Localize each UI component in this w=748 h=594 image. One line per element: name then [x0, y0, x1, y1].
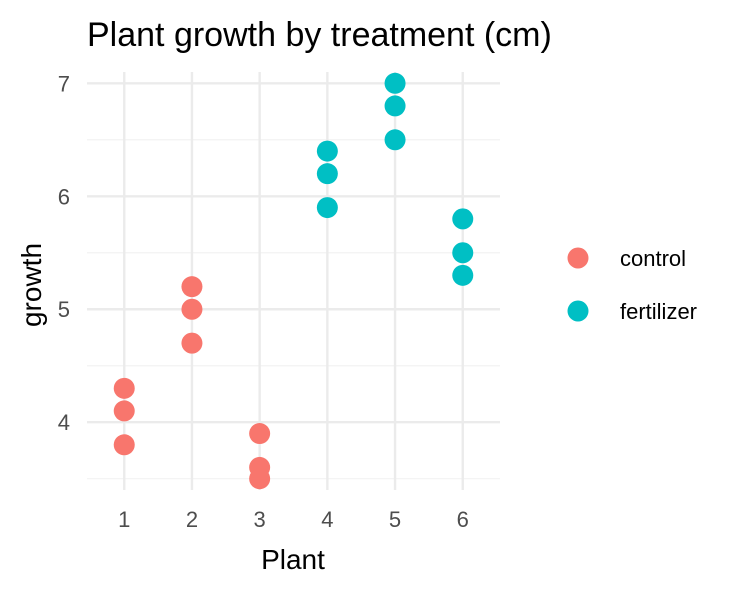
data-point-fertilizer	[316, 140, 338, 162]
data-point-control	[249, 468, 271, 490]
legend-label-fertilizer: fertilizer	[620, 299, 697, 324]
x-tick-label: 2	[186, 507, 198, 532]
x-axis-title: Plant	[261, 544, 325, 575]
data-point-control	[113, 377, 135, 399]
x-tick-label: 4	[321, 507, 333, 532]
y-axis-title: growth	[16, 243, 47, 327]
legend-key-fertilizer	[567, 300, 589, 322]
legend-label-control: control	[620, 246, 686, 271]
data-point-fertilizer	[384, 129, 406, 151]
data-point-fertilizer	[452, 264, 474, 286]
data-point-control	[181, 298, 203, 320]
data-point-fertilizer	[384, 95, 406, 117]
chart-title: Plant growth by treatment (cm)	[87, 16, 552, 54]
x-tick-label: 5	[389, 507, 401, 532]
x-tick-label: 1	[118, 507, 130, 532]
data-point-control	[113, 434, 135, 456]
data-point-control	[113, 400, 135, 422]
data-point-control	[249, 423, 271, 445]
data-point-fertilizer	[316, 163, 338, 185]
data-point-control	[181, 276, 203, 298]
data-point-fertilizer	[384, 72, 406, 94]
x-axis-ticks: 1 2 3 4 5 6	[118, 507, 469, 532]
y-axis-ticks: 4 5 6 7	[58, 71, 70, 435]
y-tick-label: 7	[58, 71, 70, 96]
data-point-fertilizer	[452, 242, 474, 264]
legend: control fertilizer	[567, 246, 697, 324]
legend-key-control	[567, 247, 589, 269]
x-tick-label: 6	[457, 507, 469, 532]
grid	[87, 72, 500, 490]
data-point-control	[181, 332, 203, 354]
y-tick-label: 6	[58, 184, 70, 209]
data-point-fertilizer	[452, 208, 474, 230]
data-point-fertilizer	[316, 197, 338, 219]
y-tick-label: 5	[58, 297, 70, 322]
x-tick-label: 3	[254, 507, 266, 532]
data-points	[113, 72, 474, 490]
y-tick-label: 4	[58, 410, 70, 435]
